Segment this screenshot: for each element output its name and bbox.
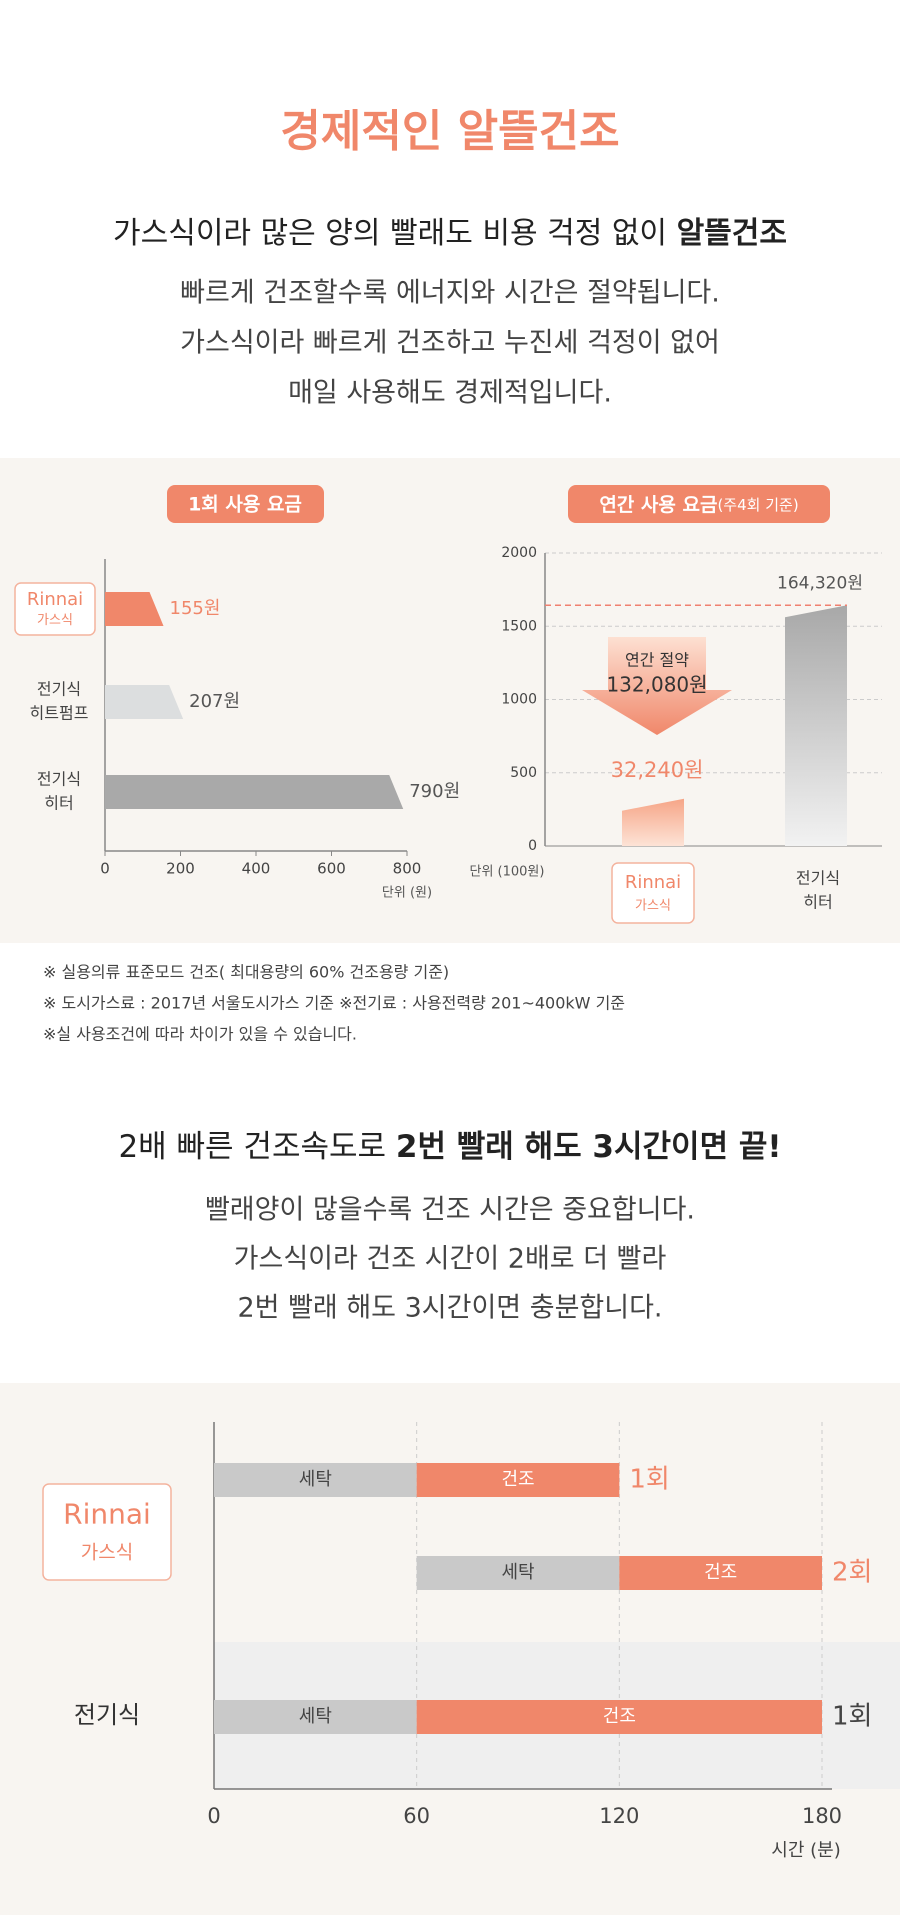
- segment: [416, 1556, 620, 1590]
- x-tick-label: 600: [317, 860, 346, 878]
- body-line: 매일 사용해도 경제적입니다.: [288, 378, 612, 409]
- x-tick-label: 400: [242, 860, 271, 878]
- segment-label: 세탁: [299, 1706, 332, 1727]
- x-tick-label: 180: [802, 1804, 842, 1828]
- segment: [619, 1556, 822, 1590]
- y-tick-label: 0: [528, 838, 537, 854]
- bar: [785, 605, 847, 846]
- group-label: 전기식: [74, 1701, 140, 1729]
- value-label: 790원: [409, 781, 460, 802]
- segment-label: 세탁: [501, 1562, 534, 1583]
- category-label: 전기식: [37, 680, 81, 699]
- y-tick-label: 500: [510, 765, 537, 781]
- y-tick-label: 2000: [501, 545, 537, 561]
- section-title-part: 2배 빠른 건조속도로: [118, 1129, 395, 1165]
- x-tick-label: 800: [393, 860, 422, 878]
- axis-label: 단위 (100원): [470, 865, 545, 880]
- subtitle-bold: 알뜰건조: [677, 216, 787, 251]
- note: ※ 실용의류 표준모드 건조( 최대용량의 60% 건조용량 기준): [43, 963, 449, 982]
- segment-label: 세탁: [299, 1469, 332, 1490]
- brand-box: [42, 1483, 172, 1581]
- chart-title-main: 연간 사용 요금: [599, 494, 717, 516]
- y-tick-label: 1000: [501, 692, 537, 708]
- chart-title: 연간 사용 요금(주4회 기준): [599, 494, 798, 516]
- bar: [105, 685, 184, 719]
- value-label: 32,240원: [611, 758, 704, 782]
- category-label: 히터: [44, 794, 73, 813]
- subtitle-part: 가스식이라 많은 양의 빨래도 비용 걱정 없이: [113, 216, 677, 251]
- note: ※ 도시가스료 : 2017년 서울도시가스 기준 ※전기료 : 사용전력량 2…: [43, 994, 625, 1013]
- row-label: 1회: [629, 1465, 669, 1495]
- segment: [214, 1463, 417, 1497]
- x-tick-label: 200: [166, 860, 195, 878]
- savings-arrow: [582, 637, 732, 735]
- body-line: 빨래양이 많을수록 건조 시간은 중요합니다.: [205, 1195, 695, 1226]
- note: ※실 사용조건에 따라 차이가 있을 수 있습니다.: [43, 1025, 357, 1044]
- brand-box: [611, 862, 695, 924]
- category-label: 히트펌프: [30, 704, 89, 723]
- axis-label: 단위 (원): [382, 886, 432, 901]
- pill: [568, 485, 830, 523]
- x-tick-label: 120: [599, 1804, 639, 1828]
- category-label: Rinnai: [625, 872, 681, 893]
- bar: [622, 798, 684, 846]
- category-label: 가스식: [635, 899, 671, 914]
- category-label: 가스식: [37, 613, 73, 628]
- section-title-bold: 2번 빨래 해도 3시간이면 끝!: [396, 1129, 782, 1165]
- segment: [214, 1700, 417, 1734]
- x-tick-label: 0: [207, 1804, 220, 1828]
- segment-label: 건조: [704, 1562, 737, 1583]
- bar: [105, 592, 164, 626]
- x-tick-label: 60: [403, 1804, 430, 1828]
- bar: [105, 775, 404, 809]
- page-title: 경제적인 알뜰건조: [280, 106, 619, 157]
- body-line: 가스식이라 빠르게 건조하고 누진세 걱정이 없어: [180, 328, 720, 359]
- subtitle: 가스식이라 많은 양의 빨래도 비용 걱정 없이 알뜰건조: [113, 216, 787, 251]
- annotation-title: 연간 절약: [625, 651, 689, 670]
- body-line: 가스식이라 건조 시간이 2배로 더 빨라: [234, 1244, 667, 1275]
- value-label: 164,320원: [777, 573, 863, 593]
- y-tick-label: 1500: [501, 618, 537, 634]
- row-label: 1회: [832, 1702, 872, 1732]
- segment: [416, 1700, 822, 1734]
- body-line: 2번 빨래 해도 3시간이면 충분합니다.: [237, 1293, 662, 1324]
- annotation-value: 132,080원: [606, 673, 707, 697]
- segment-label: 건조: [603, 1706, 636, 1727]
- category-label: 전기식: [796, 869, 840, 888]
- axis-label: 시간 (분): [771, 1840, 840, 1861]
- category-label: Rinnai: [27, 589, 83, 610]
- category-label: 히터: [803, 893, 832, 912]
- category-label: 가스식: [81, 1542, 133, 1564]
- chart-title-note: (주4회 기준): [717, 496, 798, 514]
- segment-label: 건조: [501, 1469, 534, 1490]
- body-line: 빠르게 건조할수록 에너지와 시간은 절약됩니다.: [180, 278, 720, 309]
- value-label: 155원: [170, 598, 221, 619]
- pill: [167, 485, 324, 523]
- category-label: 전기식: [37, 770, 81, 789]
- x-tick-label: 0: [100, 860, 110, 878]
- category-label: Rinnai: [63, 1498, 151, 1531]
- section-title: 2배 빠른 건조속도로 2번 빨래 해도 3시간이면 끝!: [118, 1129, 781, 1165]
- segment: [416, 1463, 620, 1497]
- brand-box: [14, 582, 96, 636]
- chart-title: 1회 사용 요금: [188, 494, 302, 516]
- value-label: 207원: [189, 691, 240, 712]
- row-label: 2회: [832, 1558, 872, 1588]
